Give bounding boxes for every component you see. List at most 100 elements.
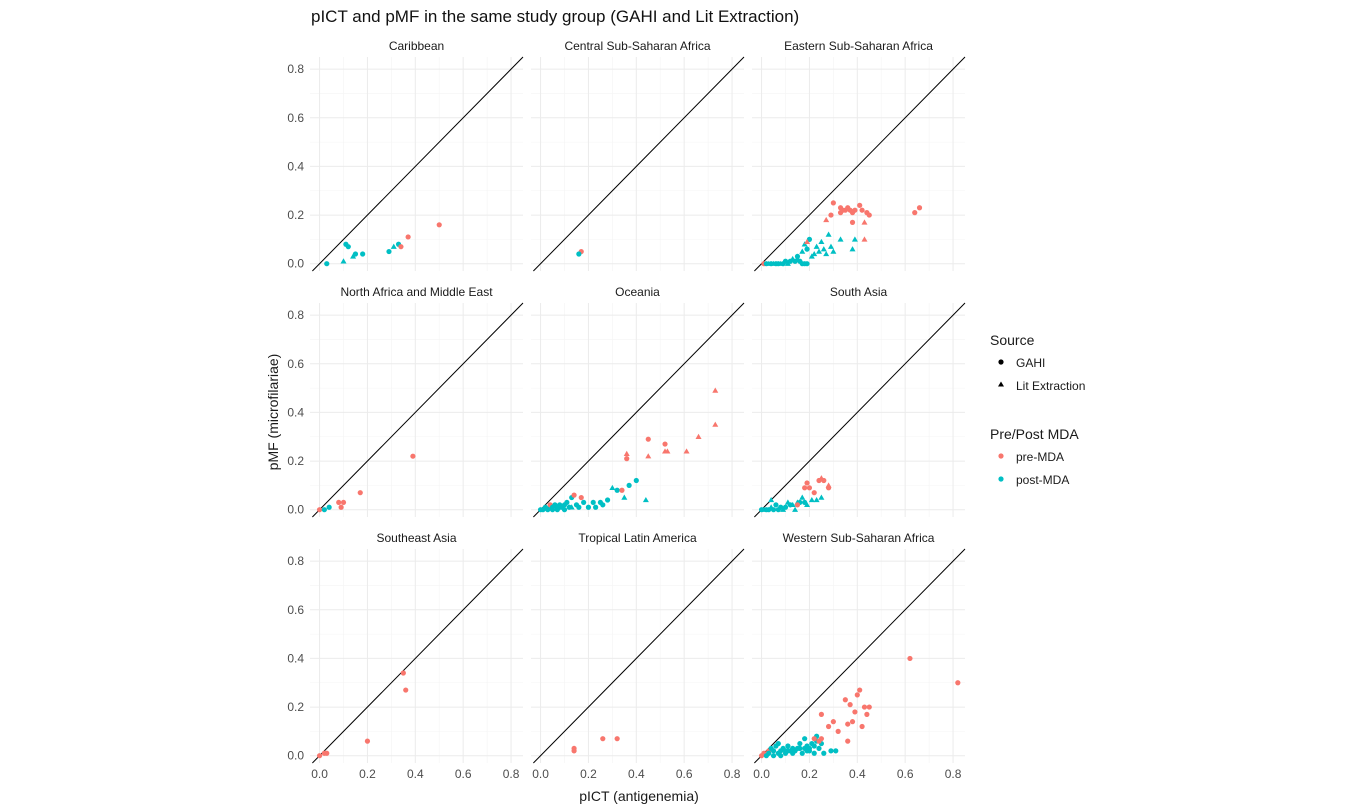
data-point — [782, 258, 789, 264]
y-tick-label: 0.0 — [287, 749, 304, 763]
panel-oceania: Oceania — [531, 285, 745, 518]
data-point — [345, 244, 351, 250]
data-point — [695, 433, 702, 439]
data-point — [825, 231, 832, 237]
legend-label-lit-extraction: Lit Extraction — [1016, 379, 1085, 393]
data-point — [604, 497, 611, 503]
data-point — [778, 753, 784, 759]
data-point — [338, 504, 344, 510]
y-tick-label: 0.0 — [287, 257, 304, 271]
data-point — [799, 248, 806, 254]
reference-line — [754, 548, 966, 764]
data-point — [851, 236, 858, 242]
data-point — [789, 501, 796, 508]
data-point — [645, 453, 652, 459]
data-point — [825, 485, 832, 491]
data-point — [813, 243, 820, 249]
data-point — [645, 436, 651, 442]
legend-title-mda: Pre/Post MDA — [990, 426, 1079, 442]
x-axis-title: pICT (antigenemia) — [579, 788, 699, 804]
data-point — [360, 251, 366, 257]
data-point — [770, 748, 777, 754]
data-point — [386, 248, 392, 255]
data-point — [907, 655, 913, 662]
data-point — [818, 736, 825, 742]
data-point — [626, 482, 632, 488]
legend-key-post-mda — [998, 476, 1004, 482]
data-point — [766, 750, 772, 756]
data-point — [316, 753, 323, 759]
chart-title: pICT and pMF in the same study group (GA… — [311, 7, 799, 26]
data-point — [806, 236, 813, 242]
y-tick-label: 0.8 — [287, 554, 304, 568]
data-point — [808, 496, 815, 503]
x-tick-label: 0.0 — [532, 767, 549, 781]
data-point — [623, 450, 630, 456]
data-point — [770, 753, 777, 759]
y-axis-title: pMF (microfilariae) — [265, 354, 281, 471]
data-point — [614, 487, 620, 493]
data-point — [340, 499, 347, 506]
panel-western-sub-saharan-africa: Western Sub-Saharan Africa 0.0 0.2 0.4 0.6 0.… — [752, 531, 966, 781]
data-point — [797, 745, 803, 752]
data-point — [811, 750, 817, 756]
panel-caribbean: Caribbean 0.0 0.2 0.4 0.6 0.8 — [287, 39, 524, 272]
data-point — [818, 494, 825, 500]
data-point — [326, 504, 332, 510]
legend: Source GAHI Lit Extraction Pre/Post MDA … — [990, 332, 1085, 487]
legend-title-source: Source — [990, 332, 1035, 348]
data-point — [833, 748, 839, 754]
strip-label-south-asia: South Asia — [830, 285, 888, 299]
x-tick-label: 0.2 — [580, 767, 597, 781]
x-tick-label: 0.4 — [628, 767, 645, 781]
data-point — [578, 494, 584, 501]
data-point — [614, 736, 620, 742]
y-tick-label: 0.4 — [287, 651, 304, 665]
strip-label-caribbean: Caribbean — [389, 39, 444, 53]
data-point — [820, 246, 827, 252]
data-point — [804, 238, 811, 245]
data-point — [775, 740, 781, 747]
data-point — [633, 477, 639, 484]
data-point — [828, 748, 834, 754]
data-point — [664, 448, 671, 454]
reference-line — [312, 548, 524, 764]
data-point — [816, 745, 822, 752]
panel-tropical-latin-america: Tropical Latin America 0.0 0.2 0.4 0.6 0.8 — [531, 531, 745, 781]
data-point — [561, 507, 568, 513]
data-point — [857, 202, 863, 208]
data-point — [568, 504, 575, 510]
data-point — [830, 248, 837, 254]
data-point — [823, 216, 830, 223]
data-point — [830, 719, 836, 725]
data-point — [621, 494, 628, 500]
x-tick-label: 0.2 — [359, 767, 376, 781]
legend-key-lit-extraction — [998, 381, 1004, 387]
reference-line — [533, 548, 745, 764]
data-point — [712, 387, 719, 393]
data-point — [864, 711, 870, 717]
data-point — [912, 210, 918, 216]
points-central-sub-saharan-africa — [576, 248, 584, 257]
data-point — [857, 687, 863, 693]
data-point — [581, 499, 587, 506]
data-point — [811, 736, 817, 742]
data-point — [683, 448, 690, 454]
data-point — [773, 502, 779, 508]
points-south-asia — [758, 475, 832, 513]
data-point — [624, 456, 630, 462]
data-point — [845, 738, 851, 744]
data-point — [792, 506, 799, 512]
reference-line — [312, 56, 524, 272]
data-point — [835, 728, 841, 734]
x-tick-label: 0.8 — [503, 767, 520, 781]
strip-label-oceania: Oceania — [615, 285, 660, 299]
data-point — [806, 748, 813, 754]
data-point — [804, 246, 810, 252]
data-point — [712, 421, 719, 427]
strip-label-tropical-latin-america: Tropical Latin America — [578, 531, 697, 545]
data-point — [818, 238, 825, 245]
panel-south-asia: South Asia — [752, 285, 966, 518]
x-tick-label: 0.4 — [407, 767, 424, 781]
